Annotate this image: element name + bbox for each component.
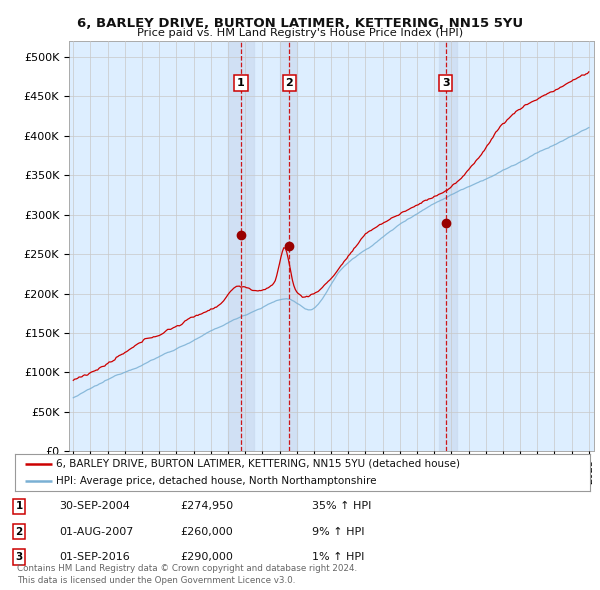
Text: 1: 1 xyxy=(237,78,245,88)
Text: 01-AUG-2007: 01-AUG-2007 xyxy=(59,527,133,536)
Text: 3: 3 xyxy=(16,552,23,562)
Text: 1% ↑ HPI: 1% ↑ HPI xyxy=(312,552,364,562)
Text: 2: 2 xyxy=(16,527,23,536)
Text: HPI: Average price, detached house, North Northamptonshire: HPI: Average price, detached house, Nort… xyxy=(56,476,377,486)
Text: 6, BARLEY DRIVE, BURTON LATIMER, KETTERING, NN15 5YU (detached house): 6, BARLEY DRIVE, BURTON LATIMER, KETTERI… xyxy=(56,459,460,469)
Text: Contains HM Land Registry data © Crown copyright and database right 2024.
This d: Contains HM Land Registry data © Crown c… xyxy=(17,565,357,585)
Text: 01-SEP-2016: 01-SEP-2016 xyxy=(59,552,130,562)
Bar xyxy=(280,41,297,451)
Text: £274,950: £274,950 xyxy=(180,502,233,511)
Text: 9% ↑ HPI: 9% ↑ HPI xyxy=(312,527,365,536)
Text: 3: 3 xyxy=(442,78,449,88)
Bar xyxy=(228,41,254,451)
Text: Price paid vs. HM Land Registry's House Price Index (HPI): Price paid vs. HM Land Registry's House … xyxy=(137,28,463,38)
Bar xyxy=(439,41,457,451)
Text: 6, BARLEY DRIVE, BURTON LATIMER, KETTERING, NN15 5YU: 6, BARLEY DRIVE, BURTON LATIMER, KETTERI… xyxy=(77,17,523,30)
Text: 30-SEP-2004: 30-SEP-2004 xyxy=(59,502,130,511)
Text: £290,000: £290,000 xyxy=(180,552,233,562)
Text: £260,000: £260,000 xyxy=(180,527,233,536)
Text: 35% ↑ HPI: 35% ↑ HPI xyxy=(312,502,371,511)
Text: 1: 1 xyxy=(16,502,23,511)
Text: 2: 2 xyxy=(286,78,293,88)
